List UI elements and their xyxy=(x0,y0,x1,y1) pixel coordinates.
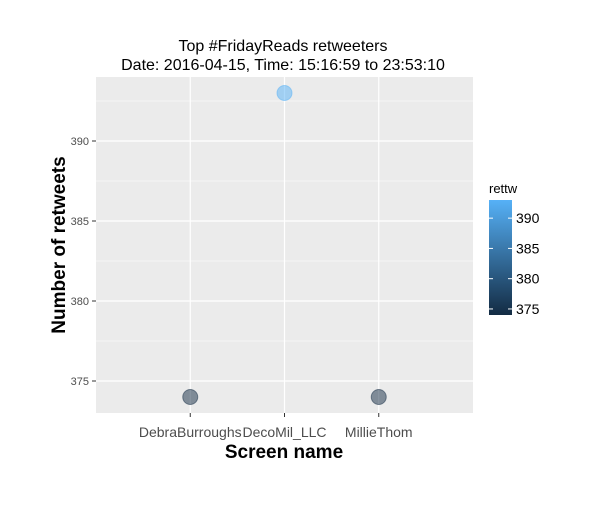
y-tick-label: 375 xyxy=(71,376,89,388)
x-tick-label: MillieThom xyxy=(345,424,413,440)
x-axis-title: Screen name xyxy=(225,442,343,463)
y-axis-title: Number of retweets xyxy=(49,156,70,333)
x-tick-label: DebraBurroughs xyxy=(139,424,242,440)
legend-tick-label: 380 xyxy=(516,271,540,287)
color-legend: rettw 375 380 385 390 xyxy=(489,181,540,317)
legend-tick-label: 385 xyxy=(516,240,540,256)
data-point xyxy=(370,389,387,405)
chart-subtitle: Date: 2016-04-15, Time: 15:16:59 to 23:5… xyxy=(121,57,445,74)
x-tick-label: DecoMil_LLC xyxy=(242,424,326,440)
y-axis: 375 380 385 390 xyxy=(71,136,96,388)
y-tick-label: 390 xyxy=(71,136,89,148)
data-points xyxy=(182,85,387,405)
x-axis: DebraBurroughs DecoMil_LLC MillieThom xyxy=(139,413,413,440)
major-grid xyxy=(96,77,473,413)
legend-ticks: 375 380 385 390 xyxy=(489,210,540,317)
legend-tick-label: 390 xyxy=(516,210,540,226)
legend-tick-label: 375 xyxy=(516,301,540,317)
y-tick-label: 380 xyxy=(71,296,89,308)
chart-title: Top #FridayReads retweeters xyxy=(179,38,388,55)
legend-colorbar xyxy=(489,200,512,315)
y-tick-label: 385 xyxy=(71,216,89,228)
data-point xyxy=(182,389,199,405)
legend-title: rettw xyxy=(489,181,518,196)
data-point xyxy=(276,85,293,101)
